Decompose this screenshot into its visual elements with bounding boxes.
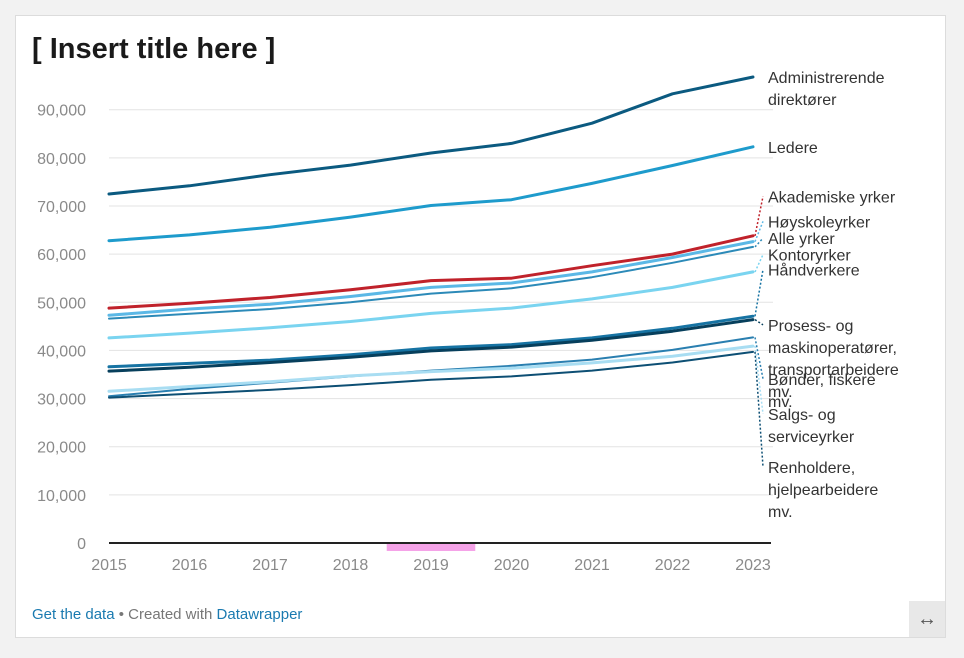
series-line xyxy=(107,145,755,243)
y-tick-label: 10,000 xyxy=(37,488,86,505)
series-label-line: mv. xyxy=(768,394,793,411)
y-tick-label: 20,000 xyxy=(37,440,86,457)
label-leader-line xyxy=(754,346,764,415)
series-label-line: Høyskoleyrker xyxy=(768,214,871,231)
series-label: Renholdere, hjelpearbeidere mv. xyxy=(768,460,878,521)
x-tick-label: 2018 xyxy=(333,557,369,574)
y-tick-label: 0 xyxy=(77,536,86,553)
label-leader-line xyxy=(754,318,764,326)
x-tick-label: 2021 xyxy=(574,557,610,574)
series-line xyxy=(108,350,754,399)
series-label-line: hjelpearbeidere xyxy=(768,482,878,499)
y-tick-label: 30,000 xyxy=(37,392,86,409)
y-tick-label: 40,000 xyxy=(37,343,86,360)
x-tick-label: 2019 xyxy=(413,557,449,574)
label-leader-line xyxy=(754,196,764,236)
series-label-line: Håndverkere xyxy=(768,262,860,280)
chart-footer: Get the data • Created with Datawrapper xyxy=(32,606,302,623)
series-label: Ledere xyxy=(768,140,818,157)
series-label-line: Salgs- og xyxy=(768,407,836,424)
series-label-line: transportarbeidere xyxy=(768,362,899,379)
series-label-line: serviceyrker xyxy=(768,429,855,446)
x-tick-label: 2022 xyxy=(655,557,691,574)
series-label-line: Alle yrker xyxy=(768,231,835,248)
y-tick-label: 70,000 xyxy=(37,199,86,216)
label-leader-line xyxy=(754,237,764,248)
label-leader-line xyxy=(754,337,764,379)
series-label-line: Renholdere, xyxy=(768,460,855,477)
series-label-line: Bønder, fiskere xyxy=(768,372,876,389)
datawrapper-link[interactable]: Datawrapper xyxy=(216,606,303,623)
get-data-link[interactable]: Get the data xyxy=(32,606,115,623)
y-tick-label: 50,000 xyxy=(37,295,86,312)
series-line xyxy=(107,234,755,310)
y-tick-label: 80,000 xyxy=(37,151,86,168)
series-label-line: mv. xyxy=(768,384,793,401)
series-line xyxy=(107,314,755,369)
y-tick-label: 60,000 xyxy=(37,247,86,264)
series-label: Kontoryrker xyxy=(768,248,851,265)
line-chart: 0 10,000 20,000 30,000 40,000 50,000 60,000 70,… xyxy=(37,70,899,574)
series-label-line: maskinoperatører, xyxy=(768,340,897,357)
series-line xyxy=(107,240,755,317)
series-line xyxy=(107,75,755,196)
series-label: Administrerende direktører xyxy=(768,70,885,109)
series-label: Alle yrker xyxy=(768,231,835,248)
expand-icon[interactable]: ↔ xyxy=(909,601,945,637)
series-line xyxy=(107,270,755,340)
series-label-line: Ledere xyxy=(768,140,818,157)
series-label: Håndverkere xyxy=(768,262,860,280)
x-tick-label: 2023 xyxy=(735,557,771,574)
series-label-line: direktører xyxy=(768,92,837,109)
series-label: Høyskoleyrker xyxy=(768,214,871,231)
series-label: Bønder, fiskere mv. xyxy=(768,372,876,411)
series-label: Prosess- og maskinoperatører, transportarb… xyxy=(768,318,899,401)
series-line xyxy=(108,245,754,320)
x-tick-label: 2016 xyxy=(172,557,208,574)
series-label-line: Akademiske yrker xyxy=(768,189,896,206)
series-label-line: Administrerende xyxy=(768,70,885,87)
chart-card: [ Insert title here ] 0 10,000 20,000 30,00… xyxy=(15,15,946,638)
series-label-line: Prosess- og xyxy=(768,318,853,335)
label-leader-line xyxy=(754,254,764,273)
series-line xyxy=(107,318,755,373)
axis-highlight xyxy=(386,543,476,551)
x-tick-label: 2017 xyxy=(252,557,288,574)
y-tick-label: 90,000 xyxy=(37,103,86,120)
series-label-line: Kontoryrker xyxy=(768,248,851,265)
series-label: Akademiske yrker xyxy=(768,189,896,206)
chart-title: [ Insert title here ] xyxy=(32,33,276,65)
series-label: Salgs- og serviceyrker xyxy=(768,407,855,446)
label-leader-line xyxy=(754,269,764,317)
label-leader-line xyxy=(754,351,764,467)
series-line xyxy=(107,344,755,393)
series-label-line: mv. xyxy=(768,504,793,521)
x-tick-label: 2015 xyxy=(91,557,127,574)
x-tick-label: 2020 xyxy=(494,557,530,574)
footer-separator: • Created with xyxy=(114,606,217,623)
